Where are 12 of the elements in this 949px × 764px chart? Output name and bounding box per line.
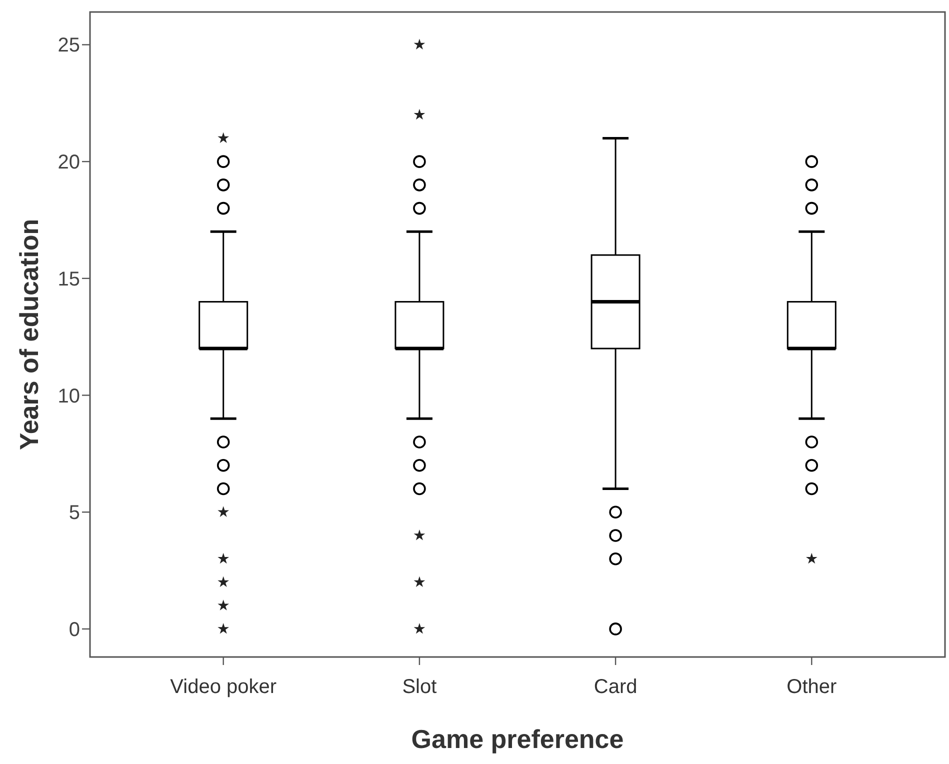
- y-tick-label: 15: [58, 268, 80, 290]
- y-tick-label: 25: [58, 34, 80, 57]
- y-tick-label: 5: [68, 502, 80, 524]
- y-tick-label: 0: [68, 618, 80, 641]
- y-axis-title: Years of education: [14, 218, 44, 450]
- x-tick-label: Video poker: [170, 676, 277, 698]
- y-tick-label: 10: [58, 385, 80, 408]
- y-tick-label: 20: [58, 152, 80, 174]
- x-tick-label: Slot: [402, 676, 438, 698]
- x-tick-label: Other: [786, 676, 837, 698]
- x-axis-title: Game preference: [411, 724, 624, 754]
- x-tick-label: Card: [594, 676, 638, 698]
